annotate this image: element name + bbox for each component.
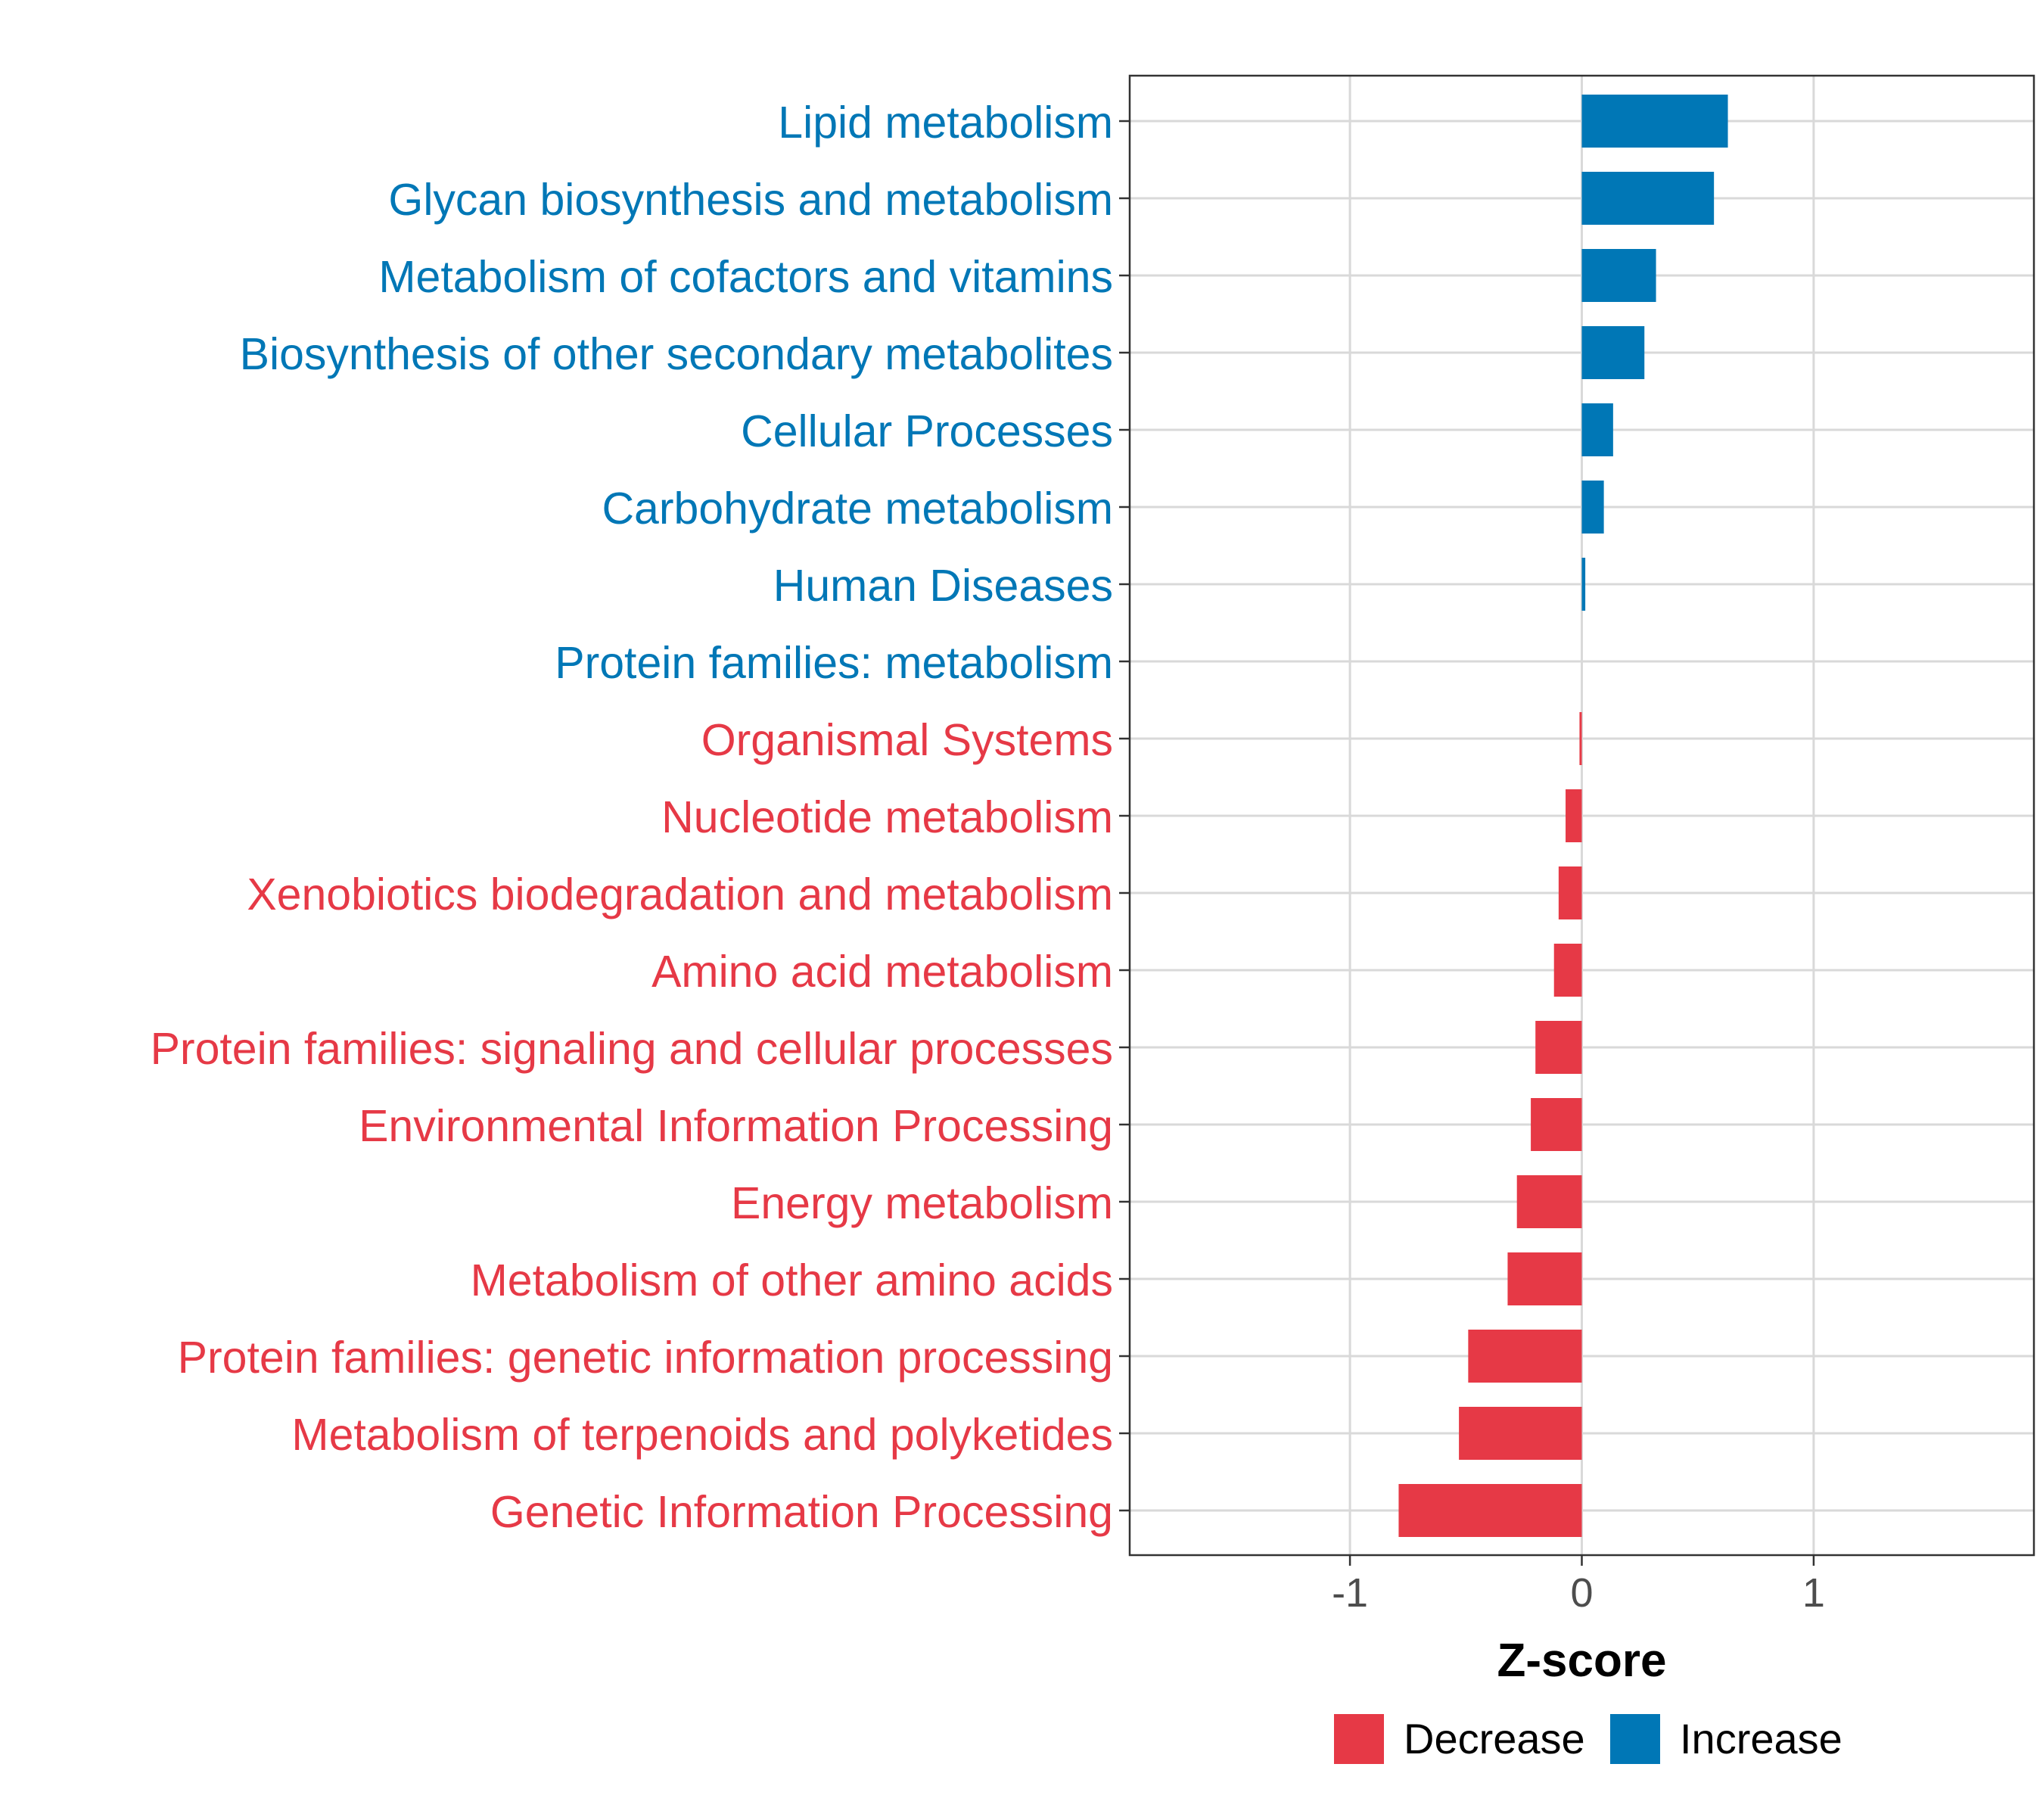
bar-14: [1516, 1175, 1582, 1228]
bar-5: [1581, 481, 1604, 534]
category-label-1: Glycan biosynthesis and metabolism: [388, 175, 1113, 225]
bar-17: [1459, 1407, 1582, 1460]
x-tick-label-1: 0: [1570, 1570, 1593, 1616]
x-axis-ticks: -1 0 1: [1332, 1555, 1825, 1616]
bar-15: [1507, 1252, 1582, 1305]
legend: Decrease Increase: [1334, 1714, 1842, 1764]
category-label-5: Carbohydrate metabolism: [602, 484, 1113, 534]
category-label-13: Environmental Information Processing: [359, 1101, 1113, 1151]
category-label-2: Metabolism of cofactors and vitamins: [378, 252, 1113, 302]
bar-9: [1566, 789, 1582, 842]
x-axis-title: Z-score: [1497, 1635, 1667, 1687]
category-label-8: Organismal Systems: [701, 715, 1113, 765]
category-label-14: Energy metabolism: [731, 1178, 1113, 1228]
y-tick-marks: [1119, 120, 1130, 1512]
bar-layer: [1398, 95, 1728, 1537]
category-label-6: Human Diseases: [773, 561, 1113, 611]
category-label-7: Protein families: metabolism: [555, 638, 1113, 688]
legend-label-increase: Increase: [1680, 1715, 1842, 1762]
bar-16: [1468, 1330, 1582, 1383]
bar-10: [1558, 866, 1582, 919]
bar-2: [1581, 249, 1656, 302]
bar-18: [1398, 1484, 1582, 1537]
category-label-16: Protein families: genetic information pr…: [178, 1333, 1113, 1383]
x-tick-label-0: -1: [1332, 1570, 1368, 1616]
category-labels: Lipid metabolism Glycan biosynthesis and …: [151, 98, 1113, 1537]
x-tick-label-2: 1: [1802, 1570, 1825, 1616]
legend-swatch-decrease: [1334, 1714, 1384, 1764]
category-label-4: Cellular Processes: [741, 406, 1113, 456]
bar-13: [1531, 1098, 1582, 1151]
category-label-18: Genetic Information Processing: [490, 1487, 1113, 1537]
category-label-0: Lipid metabolism: [778, 98, 1113, 148]
bar-4: [1581, 403, 1613, 456]
bar-1: [1581, 172, 1715, 225]
category-label-9: Nucleotide metabolism: [661, 792, 1113, 842]
category-label-12: Protein families: signaling and cellular…: [151, 1024, 1113, 1074]
category-label-15: Metabolism of other amino acids: [471, 1255, 1113, 1305]
bar-8: [1579, 712, 1582, 765]
bar-11: [1553, 944, 1582, 997]
category-label-17: Metabolism of terpenoids and polyketides: [291, 1410, 1113, 1460]
category-label-11: Amino acid metabolism: [651, 947, 1113, 997]
legend-swatch-increase: [1610, 1714, 1660, 1764]
legend-label-decrease: Decrease: [1404, 1715, 1585, 1762]
bar-3: [1581, 326, 1645, 379]
bar-6: [1581, 558, 1586, 611]
category-label-3: Biosynthesis of other secondary metaboli…: [240, 329, 1113, 379]
bar-12: [1535, 1021, 1582, 1074]
bar-0: [1581, 95, 1728, 148]
category-label-10: Xenobiotics biodegradation and metabolis…: [247, 870, 1113, 919]
